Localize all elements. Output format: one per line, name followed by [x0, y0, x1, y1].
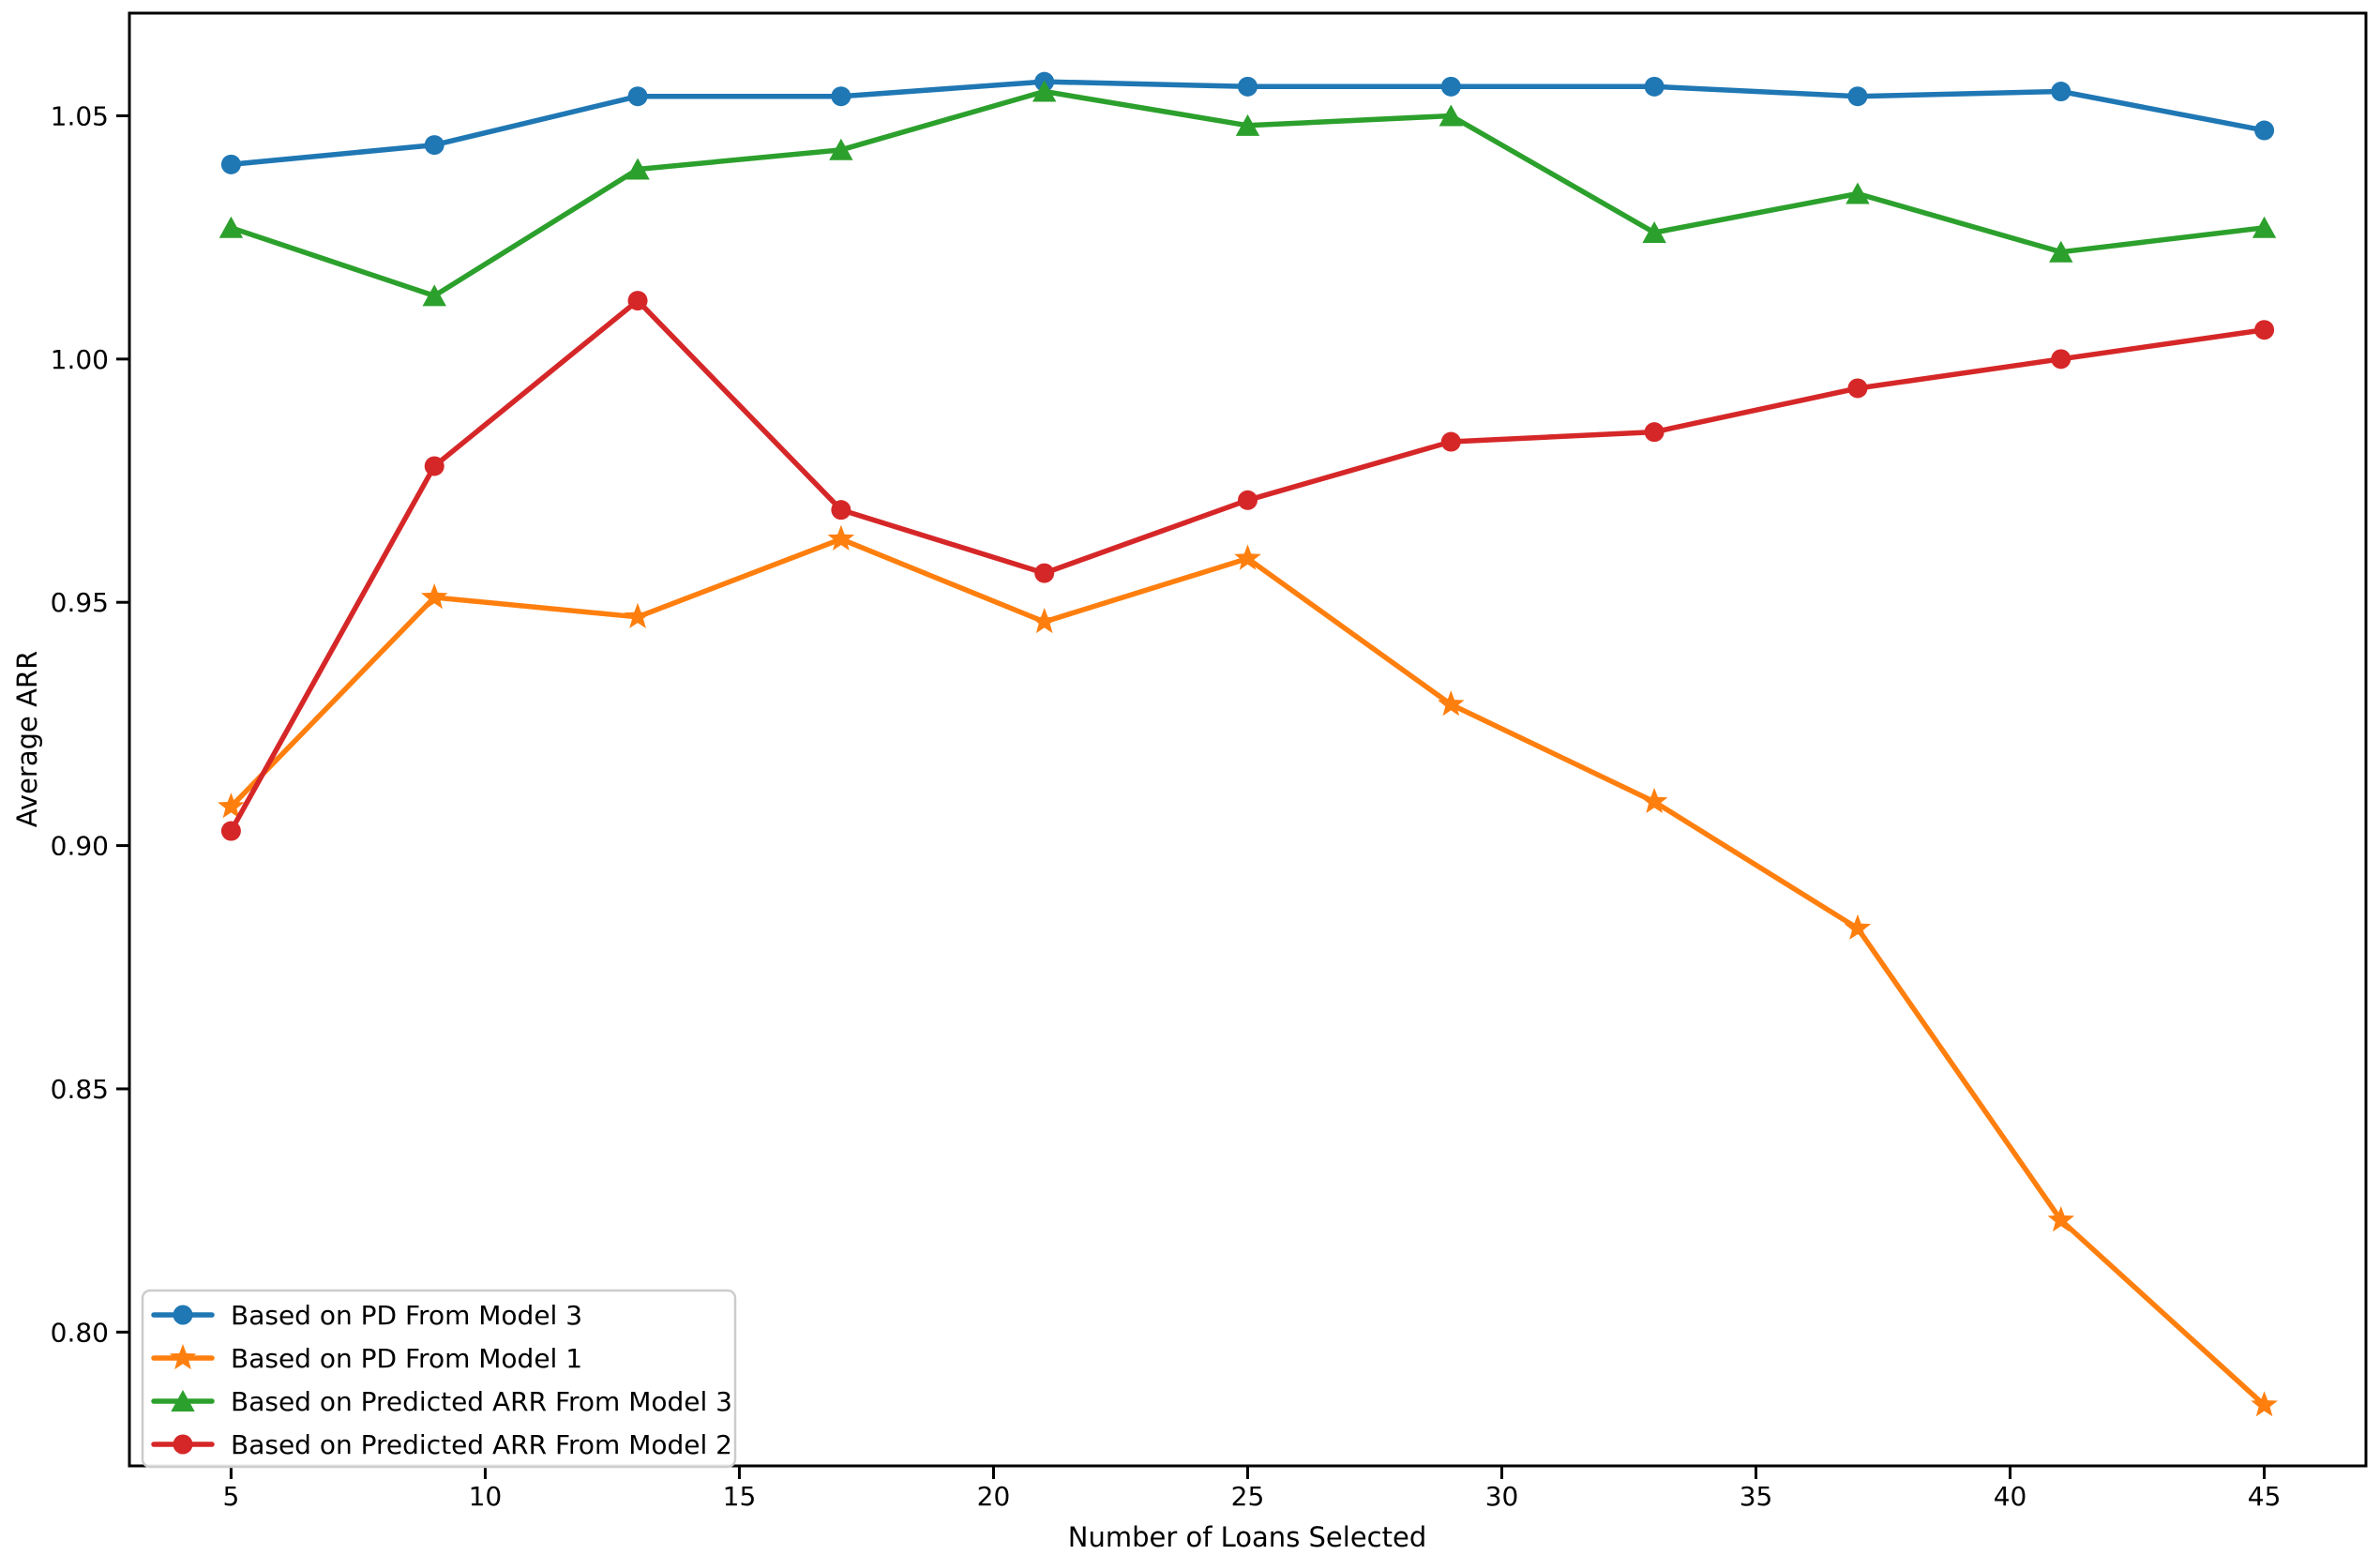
circle-marker: [2254, 320, 2275, 340]
circle-marker: [831, 500, 851, 521]
circle-marker: [1644, 422, 1664, 443]
star-marker: [2047, 1206, 2074, 1232]
triangle-marker: [1439, 104, 1464, 127]
circle-marker: [1238, 490, 1258, 510]
circle-marker: [2254, 120, 2275, 141]
star-marker: [827, 524, 855, 551]
circle-marker: [173, 1434, 193, 1455]
series-1: [218, 524, 2278, 1417]
triangle-marker: [171, 1390, 195, 1412]
circle-marker: [831, 86, 851, 107]
y-tick-label: 0.95: [51, 587, 109, 618]
series-line: [228, 297, 2267, 834]
axes-layer: 5 10 15 20 25 30 35 40 45 0.80 0.85 0.90 0.95 1.00 1.0…: [51, 11, 2368, 1512]
circle-marker: [424, 135, 444, 156]
series-line: [228, 536, 2267, 1408]
star-marker: [2251, 1391, 2278, 1417]
legend-label: Based on Predicted ARR From Model 2: [231, 1429, 732, 1460]
circle-marker: [627, 291, 648, 311]
y-tick-label: 0.85: [51, 1074, 109, 1105]
series-0: [220, 71, 2275, 174]
triangle-marker: [2252, 216, 2277, 238]
x-tick-label: 5: [222, 1481, 239, 1512]
circle-marker: [2051, 82, 2071, 102]
y-tick-label: 1.00: [51, 344, 109, 375]
star-marker: [218, 793, 245, 819]
legend-item: Based on Predicted ARR From Model 3: [151, 1386, 732, 1417]
star-marker: [624, 602, 652, 628]
plot-border: [128, 11, 2368, 1468]
legend-box: [141, 1289, 737, 1469]
series-3: [220, 291, 2275, 841]
x-tick-label: 30: [1485, 1481, 1519, 1512]
series-2: [218, 80, 2277, 307]
circle-marker: [1238, 76, 1258, 97]
circle-marker: [1440, 76, 1461, 97]
star-marker: [1031, 608, 1058, 634]
circle-marker: [220, 154, 241, 174]
y-axis-label: Average ARR: [11, 651, 43, 827]
star-marker: [1234, 544, 1261, 570]
circle-marker: [1644, 76, 1664, 97]
x-tick-label: 10: [469, 1481, 503, 1512]
series-layer: [218, 71, 2278, 1417]
circle-marker: [1034, 563, 1055, 583]
circle-marker: [627, 86, 648, 107]
triangle-marker: [1235, 113, 1260, 136]
legend-label: Based on Predicted ARR From Model 3: [231, 1386, 732, 1417]
legend-item: Based on PD From Model 1: [151, 1343, 582, 1374]
y-tick-label: 0.90: [51, 831, 109, 862]
triangle-marker: [625, 158, 650, 180]
triangle-marker: [1845, 182, 1870, 204]
star-marker: [421, 583, 448, 610]
legend-item: Based on PD From Model 3: [151, 1300, 582, 1331]
x-tick-label: 25: [1231, 1481, 1265, 1512]
triangle-marker: [1642, 220, 1666, 243]
legend-item: Based on Predicted ARR From Model 2: [151, 1429, 732, 1460]
circle-marker: [1847, 86, 1868, 107]
star-marker: [1438, 690, 1465, 717]
legend: Based on PD From Model 3 Based on PD From…: [141, 1289, 737, 1469]
circle-marker: [220, 821, 241, 841]
x-tick-label: 15: [723, 1481, 757, 1512]
triangle-marker: [829, 138, 853, 160]
x-tick-label: 20: [977, 1481, 1011, 1512]
star-marker: [1844, 913, 1872, 940]
triangle-marker: [1032, 80, 1057, 102]
triangle-marker: [422, 284, 446, 307]
circle-marker: [173, 1305, 193, 1325]
circle-marker: [424, 456, 444, 476]
legend-label: Based on PD From Model 1: [231, 1343, 582, 1374]
y-tick-label: 1.05: [51, 100, 109, 131]
circle-marker: [2051, 349, 2071, 370]
y-tick-label: 0.80: [51, 1317, 109, 1348]
x-tick-label: 45: [2248, 1481, 2282, 1512]
x-tick-label: 40: [1994, 1481, 2027, 1512]
x-axis-label: Number of Loans Selected: [1068, 1521, 1426, 1553]
star-marker: [169, 1344, 197, 1370]
circle-marker: [1440, 431, 1461, 452]
triangle-marker: [2049, 240, 2073, 263]
x-tick-label: 35: [1740, 1481, 1773, 1512]
legend-label: Based on PD From Model 3: [231, 1300, 582, 1331]
star-marker: [1640, 787, 1668, 813]
circle-marker: [1847, 378, 1868, 399]
triangle-marker: [218, 216, 244, 238]
